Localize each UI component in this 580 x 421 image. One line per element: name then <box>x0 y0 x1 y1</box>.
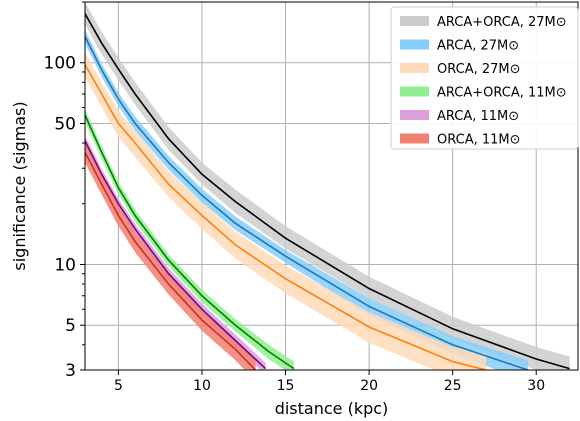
legend-label: ORCA, 27M⊙ <box>437 62 521 77</box>
legend-frame <box>390 6 579 150</box>
legend-swatch <box>400 39 429 50</box>
series-band <box>85 135 266 370</box>
x-tick-label: 30 <box>527 378 545 394</box>
legend: ARCA+ORCA, 27M⊙ ARCA, 27M⊙ ORCA, 27M⊙ ARCA+… <box>390 6 579 150</box>
x-tick-label: 10 <box>193 378 211 394</box>
plot-frame <box>84 1 579 371</box>
y-tick-label: 100 <box>44 54 76 74</box>
legend-label: ARCA+ORCA, 27M⊙ <box>437 15 567 30</box>
legend-label: ARCA+ORCA, 11M⊙ <box>437 86 567 101</box>
legend-swatch <box>400 16 429 26</box>
series-line <box>85 13 570 370</box>
x-tick-label: 15 <box>277 378 295 394</box>
series-band <box>85 143 256 370</box>
legend-swatch <box>400 63 429 73</box>
series-line <box>85 64 487 370</box>
y-tick-label: 3 <box>65 361 76 381</box>
y-tick-label: 5 <box>65 316 76 336</box>
y-axis-label: significance (sigmas) <box>10 101 29 270</box>
uncertainty-bands <box>85 2 570 370</box>
series-line <box>85 114 295 370</box>
x-axis-label: distance (kpc) <box>275 399 389 418</box>
x-tick-label: 25 <box>444 378 462 394</box>
legend-swatch <box>400 110 429 120</box>
legend-swatch <box>400 133 429 144</box>
series-line <box>85 36 529 370</box>
x-tick-label: 20 <box>360 378 378 394</box>
series-lines <box>85 13 570 370</box>
legend-label: ARCA, 27M⊙ <box>437 39 519 54</box>
series-line <box>85 140 267 370</box>
legend-swatch <box>400 86 429 97</box>
legend-label: ARCA, 11M⊙ <box>437 109 519 124</box>
series-line <box>85 151 257 370</box>
y-tick-label: 50 <box>54 114 76 134</box>
legend-label: ORCA, 11M⊙ <box>437 133 521 148</box>
y-tick-label: 10 <box>54 256 76 276</box>
x-tick-label: 5 <box>114 378 123 394</box>
